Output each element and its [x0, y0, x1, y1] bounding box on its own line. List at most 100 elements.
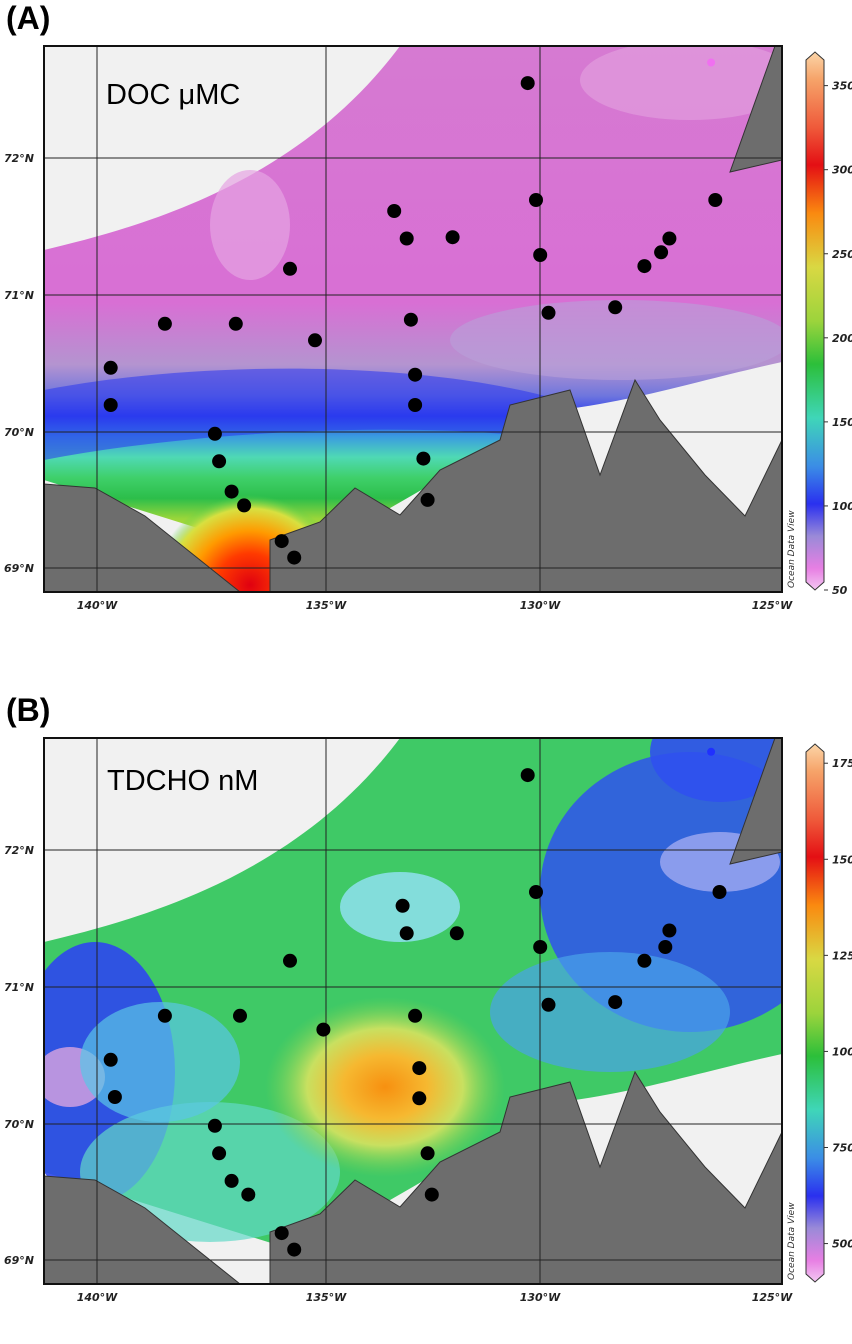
highlight-station-marker [707, 747, 716, 756]
station-marker [412, 1061, 427, 1076]
latitude-label: 72°N [4, 152, 34, 165]
colorbar-tick-label: 1000 [832, 1045, 852, 1058]
doc-map: 72°N 71°N 70°N 69°N 140°W 135°W 130°W 125°W DOC … [4, 45, 852, 612]
colorbar [805, 743, 825, 1283]
station-marker [207, 1118, 222, 1133]
colorbar-tick-label: 350 [832, 80, 852, 93]
tdcho-mid-region [80, 1002, 240, 1122]
land-banks-island [729, 738, 782, 865]
longitude-label: 130°W [520, 1291, 561, 1304]
ocean-data-view-credit: Ocean Data View [787, 510, 797, 588]
station-marker [420, 492, 435, 507]
station-marker [107, 1090, 122, 1104]
latitude-label: 69°N [4, 562, 34, 575]
station-marker [212, 454, 227, 469]
colorbar-tick-label: 150 [832, 416, 852, 429]
map-frame [43, 45, 783, 593]
station-marker [228, 316, 243, 331]
station-marker [399, 231, 414, 246]
station-marker [103, 360, 118, 375]
station-marker [103, 1052, 118, 1067]
station-marker [403, 312, 418, 327]
station-marker [449, 926, 464, 941]
longitude-label: 130°W [520, 599, 561, 612]
longitude-label: 140°W [77, 1291, 118, 1304]
colorbar-tick-label: 200 [832, 332, 852, 345]
station-marker [608, 995, 623, 1010]
station-marker [654, 245, 669, 260]
station-marker [408, 367, 423, 382]
colorbar-tick-label: 500 [832, 1238, 852, 1251]
doc-transition [450, 300, 782, 380]
station-marker [662, 231, 677, 246]
station-marker [533, 248, 548, 262]
longitude-label: 125°W [752, 1291, 793, 1304]
land-mainland [269, 1070, 782, 1284]
colorbar [805, 51, 825, 591]
station-marker [287, 550, 302, 565]
station-marker [387, 204, 402, 218]
panel-label: (B) [6, 692, 51, 728]
station-marker [316, 1022, 331, 1037]
station-marker [424, 1187, 439, 1202]
latitude-label: 69°N [4, 1254, 34, 1267]
land-banks-island [729, 46, 782, 173]
panel-label: (A) [6, 0, 51, 36]
station-marker [274, 534, 289, 549]
station-marker [224, 1173, 239, 1188]
land-mackenzie-west [44, 483, 241, 592]
station-marker [274, 1226, 289, 1241]
station-marker [420, 1146, 435, 1161]
colorbar-tick-label: 250 [832, 248, 852, 261]
station-marker [212, 1146, 227, 1161]
station-marker [712, 885, 727, 899]
station-marker [283, 953, 297, 968]
station-marker [157, 1008, 172, 1023]
tdcho-high-region [265, 997, 505, 1177]
station-marker [224, 484, 239, 499]
tdcho-mid-region [490, 952, 730, 1072]
colorbar-tick-label: 750 [832, 1142, 852, 1155]
latitude-label: 70°N [4, 426, 34, 439]
station-marker [241, 1187, 256, 1202]
station-marker [395, 898, 410, 913]
latitude-label: 71°N [4, 981, 34, 994]
colorbar-tick-label: 50 [832, 584, 848, 597]
station-marker [608, 300, 623, 315]
colorbar-tick-label: 100 [832, 500, 852, 513]
panel-a: (A) 72°N 71°N 70°N 69°N 140°W 135°W 130°W 125°W… [0, 0, 852, 652]
station-marker [207, 426, 222, 441]
station-marker [662, 923, 677, 938]
station-marker [308, 333, 322, 348]
station-marker [529, 885, 543, 899]
station-marker [708, 193, 723, 207]
station-marker [637, 953, 652, 968]
tdcho-low-region [650, 738, 782, 802]
station-marker [157, 316, 172, 331]
map-title: DOC μMC [106, 79, 240, 111]
station-marker [233, 1008, 247, 1023]
colorbar-tick-label: 1750 [832, 757, 852, 770]
longitude-label: 125°W [752, 599, 793, 612]
longitude-label: 140°W [77, 599, 118, 612]
station-marker [237, 498, 252, 513]
station-marker [103, 398, 118, 412]
latitude-label: 70°N [4, 1118, 34, 1131]
colorbar-tick-label: 300 [832, 164, 852, 177]
colorbar-tick-label: 1250 [832, 949, 852, 962]
station-marker [637, 259, 652, 274]
doc-blue-band [44, 368, 560, 460]
map-title: TDCHO nM [107, 765, 258, 797]
station-marker [283, 261, 297, 276]
panel-b: (B) 72°N 71°N 70°N 69°N 140°W 135°W 130°W 125°W… [0, 692, 852, 1344]
latitude-label: 72°N [4, 844, 34, 857]
ocean-data-view-credit: Ocean Data View [787, 1202, 797, 1280]
longitude-label: 135°W [306, 1291, 347, 1304]
map-frame [43, 737, 783, 1285]
station-marker [658, 940, 673, 954]
colorbar-tick-label: 1500 [832, 853, 852, 866]
station-marker [520, 76, 535, 91]
station-marker [541, 305, 556, 320]
station-marker [520, 768, 535, 783]
station-marker [408, 1008, 423, 1023]
